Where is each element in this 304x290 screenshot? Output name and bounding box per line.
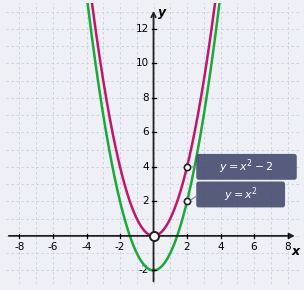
Text: 12: 12 <box>136 24 149 34</box>
Text: y: y <box>158 6 166 19</box>
Text: -4: -4 <box>81 242 92 252</box>
Text: 4: 4 <box>217 242 224 252</box>
Text: 4: 4 <box>143 162 149 172</box>
Text: 8: 8 <box>143 93 149 103</box>
FancyBboxPatch shape <box>196 182 285 207</box>
Text: 6: 6 <box>143 127 149 137</box>
Text: x: x <box>291 244 299 258</box>
Text: 10: 10 <box>136 58 149 68</box>
Text: -2: -2 <box>139 265 149 276</box>
Text: 2: 2 <box>184 242 190 252</box>
Text: 8: 8 <box>284 242 291 252</box>
Text: 6: 6 <box>251 242 257 252</box>
Text: 2: 2 <box>143 196 149 206</box>
Text: -8: -8 <box>14 242 25 252</box>
Text: $y = x^2 - 2$: $y = x^2 - 2$ <box>219 157 274 176</box>
Text: $y = x^2$: $y = x^2$ <box>224 185 257 204</box>
Text: -2: -2 <box>115 242 125 252</box>
Text: -6: -6 <box>48 242 58 252</box>
FancyBboxPatch shape <box>196 154 297 180</box>
